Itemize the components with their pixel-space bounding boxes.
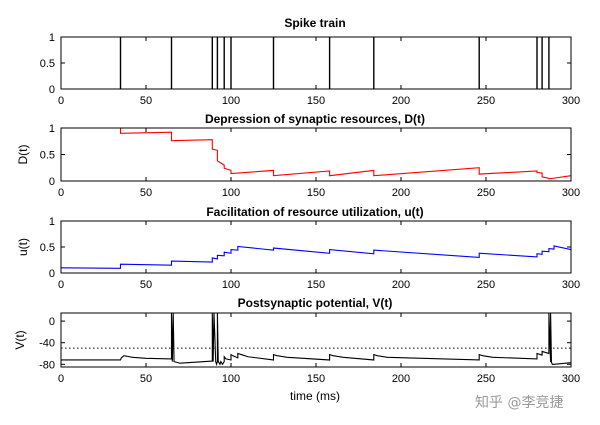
facilitation-axes-box — [60, 220, 572, 274]
depression-ytick-label: 1 — [49, 123, 55, 135]
panel-facilitation: Facilitation of resource utilization, u(… — [16, 205, 580, 291]
depression-title: Depression of synaptic resources, D(t) — [205, 112, 425, 126]
spike-train-xtick-label: 150 — [307, 95, 325, 107]
depression-xtick-label: 200 — [392, 187, 410, 199]
spike-train-title: Spike train — [284, 16, 345, 30]
spike-train-ytick-label: 0.5 — [40, 58, 55, 70]
depression-xtick-label: 250 — [477, 187, 495, 199]
depression-xtick-label: 0 — [58, 187, 64, 199]
depression-xtick-label: 150 — [307, 187, 325, 199]
potential-xtick-label: 300 — [562, 373, 580, 385]
potential-xtick-label: 50 — [140, 373, 152, 385]
potential-xtick-label: 150 — [307, 373, 325, 385]
spike-train-marks — [119, 37, 550, 89]
potential-marks — [61, 313, 571, 367]
facilitation-xtick-label: 50 — [140, 279, 152, 291]
depression-xtick-label: 50 — [140, 187, 152, 199]
spike-train-xtick-label: 50 — [140, 95, 152, 107]
depression-ticks: 0 50 100 150 200 250 300 0 0.5 1 — [40, 123, 580, 199]
potential-ytick-label: -40 — [39, 338, 55, 350]
spike-train-xtick-label: 300 — [562, 95, 580, 107]
facilitation-ytick-label: 1 — [49, 216, 55, 228]
potential-title: Postsynaptic potential, V(t) — [238, 296, 393, 310]
facilitation-ylabel: u(t) — [16, 238, 30, 256]
spike-train-ytick-label: 0 — [49, 84, 55, 96]
spike-train-xtick-label: 0 — [58, 95, 64, 107]
spike-train-ytick-label: 1 — [49, 32, 55, 44]
facilitation-xtick-label: 250 — [477, 279, 495, 291]
depression-xtick-label: 300 — [562, 187, 580, 199]
facilitation-xtick-label: 150 — [307, 279, 325, 291]
spike-train-xtick-label: 200 — [392, 95, 410, 107]
potential-xtick-label: 100 — [222, 373, 240, 385]
watermark-text: 知乎 @李竞捷 — [475, 395, 564, 411]
facilitation-marks — [61, 245, 571, 269]
facilitation-xtick-label: 100 — [222, 279, 240, 291]
potential-ylabel: V(t) — [13, 330, 27, 349]
spike-train-ticks: 0 50 100 150 200 250 300 0 0.5 1 — [40, 32, 580, 107]
facilitation-title: Facilitation of resource utilization, u(… — [206, 205, 423, 219]
potential-xtick-label: 250 — [477, 373, 495, 385]
panel-potential: Postsynaptic potential, V(t) 0 50 100 150 20… — [13, 296, 580, 403]
facilitation-xtick-label: 300 — [562, 279, 580, 291]
depression-xtick-label: 100 — [222, 187, 240, 199]
depression-marks — [61, 128, 571, 180]
potential-ytick-label: 0 — [49, 316, 55, 328]
facilitation-xtick-label: 200 — [392, 279, 410, 291]
facilitation-ticks: 0 50 100 150 200 250 300 0 0.5 1 — [40, 216, 580, 291]
depression-ytick-label: 0.5 — [40, 150, 55, 162]
panel-depression: Depression of synaptic resources, D(t) 0… — [16, 112, 580, 199]
spike-train-xtick-label: 100 — [222, 95, 240, 107]
depression-ytick-label: 0 — [49, 176, 55, 188]
spike-train-axes-box — [60, 36, 572, 90]
facilitation-xtick-label: 0 — [58, 279, 64, 291]
panel-spike-train: Spike train 0 50 100 150 200 250 300 0 0.5 1 — [40, 16, 580, 107]
potential-ytick-label: -80 — [39, 359, 55, 371]
depression-ylabel: D(t) — [16, 145, 30, 165]
facilitation-ytick-label: 0.5 — [40, 242, 55, 254]
potential-xtick-label: 0 — [58, 373, 64, 385]
facilitation-ytick-label: 0 — [49, 268, 55, 280]
x-axis-label: time (ms) — [290, 389, 340, 403]
depression-series-line — [61, 128, 571, 180]
spike-train-xtick-label: 250 — [477, 95, 495, 107]
potential-ticks: 0 50 100 150 200 250 300 0 -40 -80 — [39, 313, 580, 385]
facilitation-series-line — [61, 245, 571, 269]
potential-series-line — [61, 313, 571, 367]
potential-xtick-label: 200 — [392, 373, 410, 385]
